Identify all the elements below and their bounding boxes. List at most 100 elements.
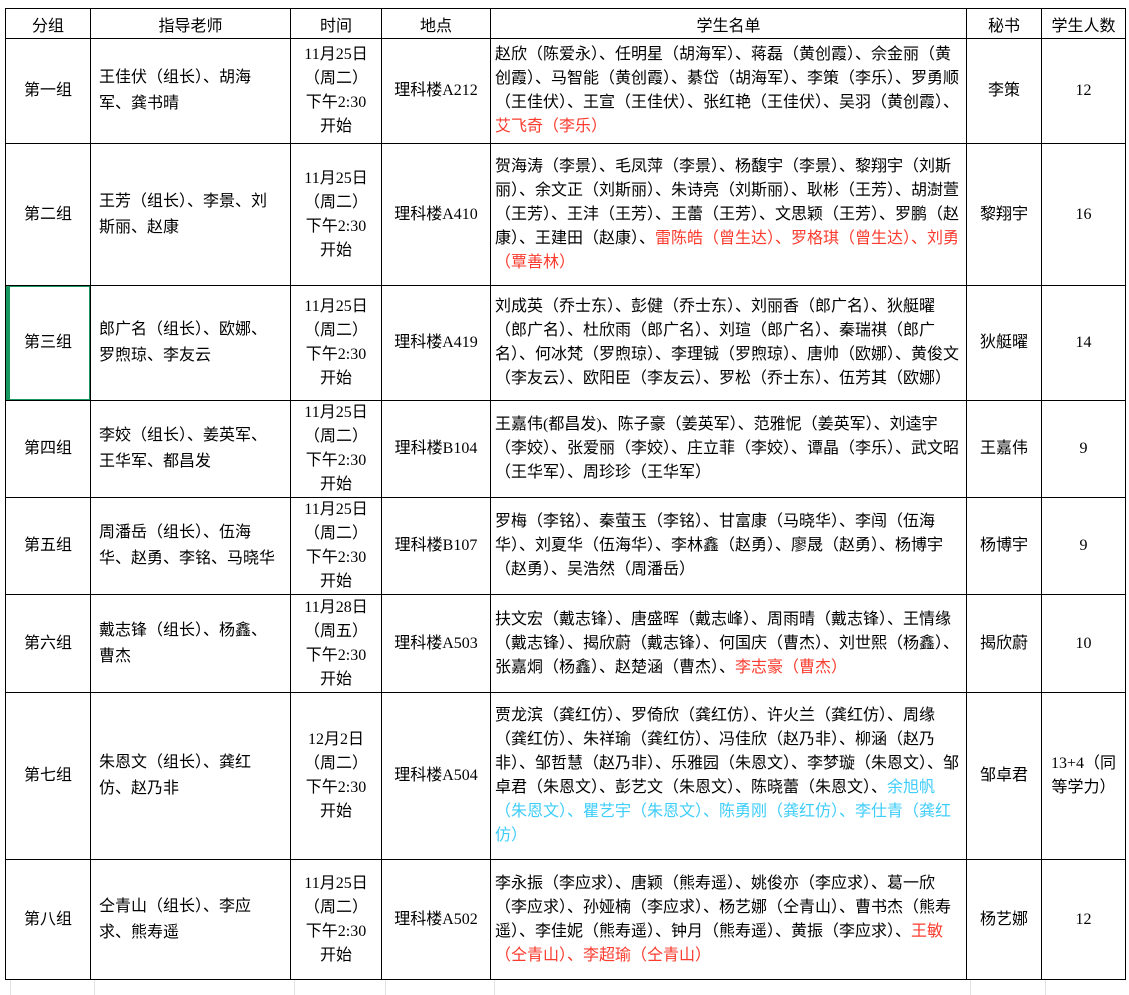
header-group[interactable]: 分组 (5, 8, 91, 39)
location-cell[interactable]: 理科楼B107 (381, 497, 491, 595)
location-cell[interactable]: 理科楼A419 (381, 285, 491, 401)
student-names: 贾龙滨（龚红仿）、罗倚欣（龚红仿）、许火兰（龚红仿）、周缘（龚红仿）、朱祥瑜（龚… (495, 707, 960, 796)
count-cell[interactable]: 14 (1041, 285, 1126, 401)
students-cell[interactable]: 贾龙滨（龚红仿）、罗倚欣（龚红仿）、许火兰（龚红仿）、周缘（龚红仿）、朱祥瑜（龚… (490, 692, 967, 860)
time-cell[interactable]: 11月25日 （周二） 下午2:30 开始 (290, 38, 382, 144)
time-cell[interactable]: 11月28日 （周五） 下午2:30 开始 (290, 594, 382, 693)
time-line: 开始 (319, 946, 352, 964)
student-names: 贺海涛（李景）、毛凤萍（李景）、杨馥宇（李景）、黎翔宇（刘斯丽）、余文正（刘斯丽… (495, 157, 960, 247)
advisors-cell[interactable]: 仝青山（组长）、李应求、熊寿遥 (90, 859, 291, 980)
secretary-cell[interactable]: 李策 (966, 38, 1042, 144)
location-cell[interactable]: 理科楼A212 (381, 38, 491, 144)
secretary-cell[interactable]: 黎翔宇 (966, 143, 1042, 286)
time-line: 11月25日 (304, 404, 368, 421)
header-advisors[interactable]: 指导老师 (90, 8, 291, 39)
count-cell[interactable]: 12 (1041, 859, 1126, 980)
table-row: 第六组 戴志锋（组长）、杨鑫、曹杰 11月28日 （周五） 下午2:30 开始 理科楼A50… (5, 594, 1126, 693)
secretary-cell[interactable]: 杨艺娜 (966, 859, 1042, 980)
table-row: 第五组 周潘岳（组长）、伍海华、赵勇、李铭、马晓华 11月25日 （周二） 下午2:30… (5, 497, 1126, 595)
location-cell[interactable]: 理科楼A503 (381, 594, 491, 693)
time-line: （周二） (303, 755, 368, 772)
header-location[interactable]: 地点 (381, 8, 491, 39)
grid-column-stub (95, 980, 295, 995)
grid-column-stub (495, 980, 971, 995)
time-line: 开始 (319, 670, 352, 688)
time-line: 11月25日 (304, 46, 368, 63)
time-line: 开始 (319, 118, 352, 135)
location-cell[interactable]: 理科楼A504 (381, 692, 491, 860)
student-names-highlighted: 余旭帆（朱恩文）、瞿艺宇（朱恩文）、陈勇刚（龚红仿）、李仕青（龚红仿） (495, 779, 952, 844)
time-line: 11月25日 (304, 298, 368, 315)
location-cell[interactable]: 理科楼B104 (381, 400, 491, 498)
students-cell[interactable]: 王嘉伟(都昌发)、陈子豪（姜英军）、范雅怩（姜英军）、刘逵宇（李姣）、张爱丽（李… (490, 400, 967, 498)
group-cell[interactable]: 第六组 (5, 594, 91, 693)
group-cell[interactable]: 第二组 (5, 143, 91, 286)
time-cell[interactable]: 11月25日 （周二） 下午2:30 开始 (290, 859, 382, 980)
students-cell[interactable]: 罗梅（李铭）、秦萤玉（李铭）、甘富康（马晓华）、李闯（伍海华）、刘夏华（伍海华）… (490, 497, 967, 595)
time-cell[interactable]: 11月25日 （周二） 下午2:30 开始 (290, 143, 382, 286)
time-line: 11月25日 (304, 874, 368, 892)
time-line: 下午2:30 (305, 217, 367, 235)
time-cell[interactable]: 12月2日 （周二） 下午2:30 开始 (290, 692, 382, 860)
advisors-cell[interactable]: 李姣（组长）、姜英军、王华军、都昌发 (90, 400, 291, 498)
location-cell[interactable]: 理科楼A410 (381, 143, 491, 286)
count-cell[interactable]: 13+4（同等学力） (1041, 692, 1126, 860)
secretary-cell[interactable]: 杨博宇 (966, 497, 1042, 595)
table-row: 第四组 李姣（组长）、姜英军、王华军、都昌发 11月25日 （周二） 下午2:30 开始 理… (5, 400, 1126, 498)
location-cell[interactable]: 理科楼A502 (381, 859, 491, 980)
group-cell[interactable]: 第八组 (5, 859, 91, 980)
advisors-cell[interactable]: 戴志锋（组长）、杨鑫、曹杰 (90, 594, 291, 693)
time-line: （周二） (303, 193, 368, 211)
students-cell[interactable]: 李永振（李应求）、唐颖（熊寿遥）、姚俊亦（李应求）、葛一欣（李应求）、孙娅楠（李… (490, 859, 967, 980)
students-cell[interactable]: 刘成英（乔士东）、彭健（乔士东）、刘丽香（郎广名）、狄艇曜（郎广名）、杜欣雨（郎… (490, 285, 967, 401)
secretary-cell[interactable]: 王嘉伟 (966, 400, 1042, 498)
advisors-cell[interactable]: 王佳伏（组长）、胡海军、龚书晴 (90, 38, 291, 144)
time-line: 下午2:30 (305, 452, 367, 469)
student-names-highlighted: 王敏（仝青山）、李超瑜（仝青山） (495, 922, 944, 964)
header-time[interactable]: 时间 (290, 8, 382, 39)
advisors-cell[interactable]: 王芳（组长）、李景、刘斯丽、赵康 (90, 143, 291, 286)
time-line: （周二） (303, 322, 368, 339)
count-cell[interactable]: 12 (1041, 38, 1126, 144)
table-row: 第七组 朱恩文（组长）、龚红仿、赵乃非 12月2日 （周二） 下午2:30 开始 理科楼A5… (5, 692, 1126, 860)
time-line: 下午2:30 (305, 646, 367, 664)
group-cell[interactable]: 第四组 (5, 400, 91, 498)
group-cell[interactable]: 第五组 (5, 497, 91, 595)
time-line: 下午2:30 (305, 549, 367, 566)
table-row: 第二组 王芳（组长）、李景、刘斯丽、赵康 11月25日 （周二） 下午2:30 开始 理科楼… (5, 143, 1126, 286)
students-cell[interactable]: 扶文宏（戴志锋）、唐盛晖（戴志峰）、周雨晴（戴志锋）、王情缘（戴志锋）、揭欣蔚（… (490, 594, 967, 693)
header-students[interactable]: 学生名单 (490, 8, 967, 39)
group-cell[interactable]: 第七组 (5, 692, 91, 860)
count-cell[interactable]: 9 (1041, 400, 1126, 498)
header-count[interactable]: 学生人数 (1041, 8, 1126, 39)
group-cell[interactable]: 第三组 (5, 285, 91, 401)
advisors-cell[interactable]: 郎广名（组长）、欧娜、罗煦琼、李友云 (90, 285, 291, 401)
time-cell[interactable]: 11月25日 （周二） 下午2:30 开始 (290, 400, 382, 498)
header-row: 分组 指导老师 时间 地点 学生名单 秘书 学生人数 (5, 8, 1126, 39)
secretary-cell[interactable]: 邹卓君 (966, 692, 1042, 860)
time-line: 开始 (319, 241, 352, 259)
grid-column-stub (386, 980, 495, 995)
time-line: （周二） (303, 898, 368, 916)
count-cell[interactable]: 9 (1041, 497, 1126, 595)
advisors-cell[interactable]: 朱恩文（组长）、龚红仿、赵乃非 (90, 692, 291, 860)
students-cell[interactable]: 赵欣（陈爱永）、任明星（胡海军）、蒋磊（黄创霞）、佘金丽（黄创霞）、马智能（黄创… (490, 38, 967, 144)
student-names: 李永振（李应求）、唐颖（熊寿遥）、姚俊亦（李应求）、葛一欣（李应求）、孙娅楠（李… (495, 874, 952, 940)
time-line: 下午2:30 (305, 346, 367, 363)
header-secretary[interactable]: 秘书 (966, 8, 1042, 39)
count-cell[interactable]: 10 (1041, 594, 1126, 693)
time-cell[interactable]: 11月25日 （周二） 下午2:30 开始 (290, 285, 382, 401)
group-cell[interactable]: 第一组 (5, 38, 91, 144)
grid-column-stub (295, 980, 386, 995)
group-schedule-table: 分组 指导老师 时间 地点 学生名单 秘书 学生人数 第一组 王佳伏（组长）、胡海… (5, 8, 1126, 980)
students-cell[interactable]: 贺海涛（李景）、毛凤萍（李景）、杨馥宇（李景）、黎翔宇（刘斯丽）、余文正（刘斯丽… (490, 143, 967, 286)
secretary-cell[interactable]: 揭欣蔚 (966, 594, 1042, 693)
student-names-highlighted: 李志豪（曹杰） (735, 658, 848, 676)
student-names-highlighted: 雷陈皓（曾生达）、罗格琪（曾生达）、刘勇（覃善林） (495, 229, 960, 271)
secretary-cell[interactable]: 狄艇曜 (966, 285, 1042, 401)
table-row: 第三组 郎广名（组长）、欧娜、罗煦琼、李友云 11月25日 （周二） 下午2:30 开始 理… (5, 285, 1126, 401)
time-cell[interactable]: 11月25日 （周二） 下午2:30 开始 (290, 497, 382, 595)
count-cell[interactable]: 16 (1041, 143, 1126, 286)
advisors-cell[interactable]: 周潘岳（组长）、伍海华、赵勇、李铭、马晓华 (90, 497, 291, 595)
